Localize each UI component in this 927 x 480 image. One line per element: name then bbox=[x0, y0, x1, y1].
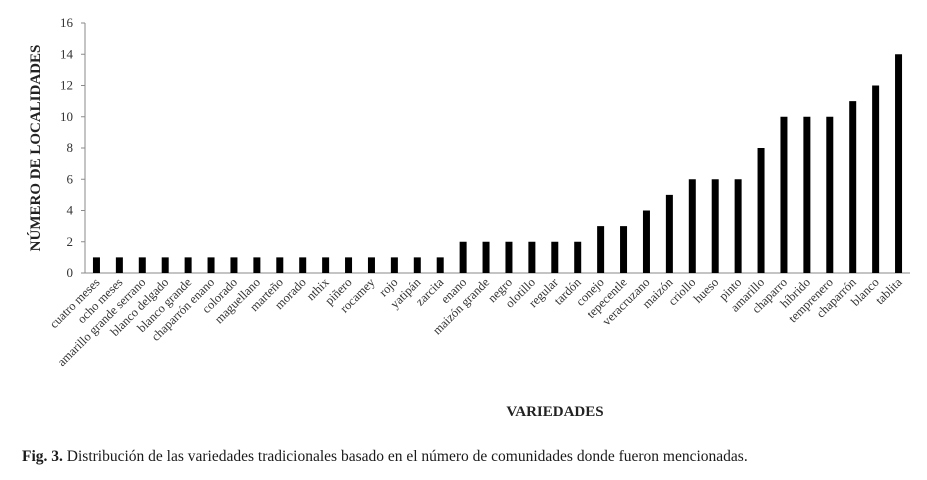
bar bbox=[757, 148, 765, 273]
bar bbox=[138, 257, 146, 273]
bar bbox=[390, 257, 398, 273]
bar bbox=[711, 179, 719, 273]
y-tick-label: 6 bbox=[67, 171, 74, 186]
bar bbox=[299, 257, 307, 273]
bar bbox=[230, 257, 238, 273]
bar bbox=[459, 241, 467, 273]
bar bbox=[482, 241, 490, 273]
caption-text: Distribución de las variedades tradicion… bbox=[62, 448, 748, 465]
bar bbox=[642, 210, 650, 273]
y-tick-label: 0 bbox=[67, 265, 74, 280]
bar bbox=[253, 257, 261, 273]
x-axis-label: VARIEDADES bbox=[506, 404, 603, 420]
y-tick-label: 14 bbox=[60, 46, 74, 61]
y-tick-label: 2 bbox=[67, 234, 74, 249]
bar bbox=[505, 241, 513, 273]
bar bbox=[413, 257, 421, 273]
bar bbox=[872, 85, 880, 273]
bar bbox=[207, 257, 215, 273]
bar bbox=[849, 101, 857, 273]
bar bbox=[345, 257, 353, 273]
bar bbox=[184, 257, 192, 273]
bar bbox=[92, 257, 100, 273]
bar bbox=[803, 116, 811, 273]
bar bbox=[115, 257, 123, 273]
bar bbox=[780, 116, 788, 273]
bars bbox=[92, 54, 903, 273]
y-tick-label: 8 bbox=[67, 140, 74, 155]
y-tick-label: 12 bbox=[60, 78, 73, 93]
bar bbox=[528, 241, 536, 273]
bar bbox=[276, 257, 284, 273]
figure-caption: Fig. 3. Distribución de las variedades t… bbox=[22, 448, 748, 466]
caption-label: Fig. 3. bbox=[22, 448, 63, 465]
bar bbox=[620, 226, 628, 273]
bar bbox=[688, 179, 696, 273]
bar bbox=[574, 241, 582, 273]
bar bbox=[597, 226, 605, 273]
bar bbox=[895, 54, 903, 273]
y-axis-label: NÚMERO DE LOCALIDADES bbox=[27, 45, 44, 252]
bar bbox=[551, 241, 559, 273]
bar bbox=[665, 194, 673, 273]
bar bbox=[436, 257, 444, 273]
bar bbox=[826, 116, 834, 273]
bar bbox=[367, 257, 375, 273]
y-tick-label: 4 bbox=[67, 203, 74, 218]
x-tick-label: hueso bbox=[691, 275, 722, 306]
y-axis-ticks: 0 2 4 6 8 10 12 14 16 bbox=[60, 15, 85, 280]
y-tick-label: 10 bbox=[60, 109, 73, 124]
bar bbox=[322, 257, 330, 273]
y-tick-label: 16 bbox=[60, 15, 74, 30]
x-tick-label: tablita bbox=[873, 275, 905, 307]
bar bbox=[161, 257, 169, 273]
bar bbox=[734, 179, 742, 273]
